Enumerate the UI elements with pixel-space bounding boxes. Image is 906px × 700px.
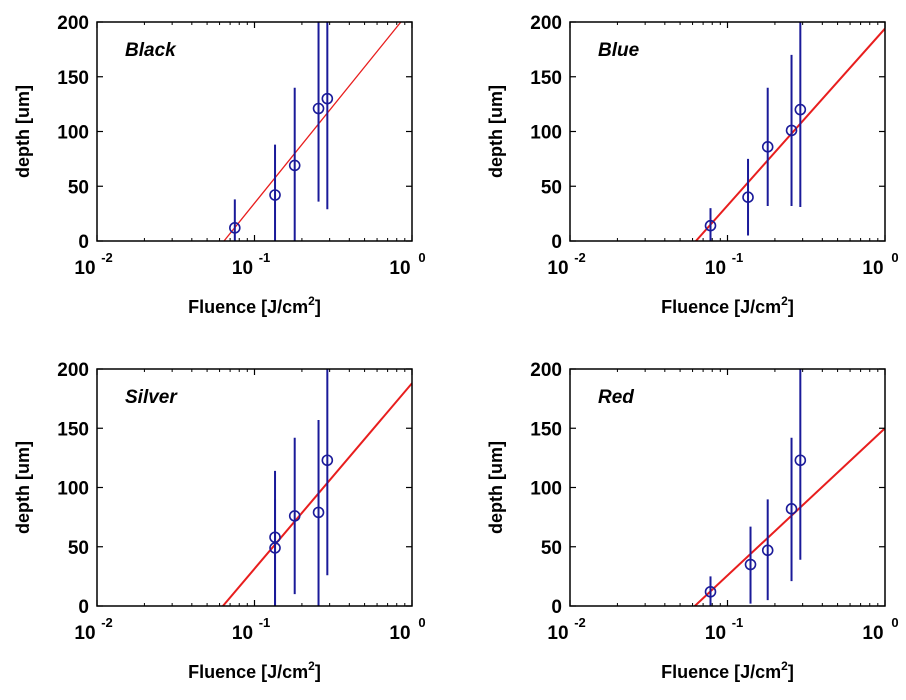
x-tick-exponent: -2: [574, 250, 586, 265]
data-point: [742, 191, 754, 203]
x-tick-label: 10: [862, 258, 883, 279]
y-tick-label: 100: [530, 123, 562, 144]
y-tick-label: 150: [530, 419, 562, 440]
data-point: [785, 124, 798, 137]
x-tick-exponent: -1: [732, 250, 744, 265]
fit-line: [694, 427, 885, 606]
data-point: [744, 558, 757, 571]
y-tick-label: 50: [541, 177, 562, 198]
data-point: [321, 92, 334, 105]
fit-line: [223, 22, 402, 241]
y-tick-label: 200: [530, 13, 562, 34]
y-tick-label: 0: [551, 232, 562, 253]
y-tick-label: 0: [78, 232, 89, 253]
data-point: [229, 222, 241, 234]
x-axis-label: Fluence [J/cm2]: [661, 659, 794, 682]
x-tick-label: 10: [389, 258, 410, 279]
x-tick-label: 10: [232, 258, 253, 279]
x-tick-exponent: -1: [732, 615, 744, 630]
x-tick-exponent: -2: [101, 615, 113, 630]
x-axis-label: Fluence [J/cm2]: [188, 294, 321, 317]
data-point: [288, 510, 301, 522]
data-point: [794, 103, 807, 116]
x-axis-label: Fluence [J/cm2]: [188, 659, 321, 682]
y-tick-label: 150: [57, 68, 89, 89]
panel-title: Red: [598, 387, 634, 408]
y-tick-label: 50: [541, 538, 562, 559]
y-tick-label: 0: [78, 597, 89, 618]
x-tick-label: 10: [705, 623, 726, 644]
x-tick-exponent: 0: [418, 250, 425, 265]
x-tick-label: 10: [547, 258, 568, 279]
data-point: [794, 454, 807, 467]
y-tick-label: 50: [68, 177, 89, 198]
data-point: [269, 189, 281, 201]
x-tick-label: 10: [74, 623, 95, 644]
y-tick-label: 100: [57, 123, 89, 144]
y-tick-label: 200: [57, 13, 89, 34]
x-tick-label: 10: [74, 258, 95, 279]
data-point: [704, 585, 717, 598]
x-tick-exponent: 0: [891, 250, 898, 265]
panel-title: Blue: [598, 40, 640, 61]
x-tick-label: 10: [862, 623, 883, 644]
data-point: [321, 454, 334, 467]
y-tick-label: 200: [57, 360, 89, 381]
x-tick-exponent: 0: [418, 615, 425, 630]
data-point: [269, 542, 281, 554]
y-axis-label: depth [um]: [486, 85, 506, 178]
y-tick-label: 0: [551, 597, 562, 618]
data-point: [704, 219, 717, 232]
data-point: [761, 141, 774, 153]
x-tick-exponent: -2: [101, 250, 113, 265]
x-axis-label: Fluence [J/cm2]: [661, 294, 794, 317]
panel-title: Silver: [125, 387, 178, 408]
data-point: [761, 544, 774, 557]
x-tick-label: 10: [389, 623, 410, 644]
y-axis-label: depth [um]: [13, 441, 33, 534]
data-point: [288, 159, 301, 172]
y-tick-label: 150: [530, 68, 562, 89]
y-axis-label: depth [um]: [13, 85, 33, 178]
x-tick-label: 10: [547, 623, 568, 644]
x-tick-exponent: -2: [574, 615, 586, 630]
y-tick-label: 100: [57, 479, 89, 500]
y-tick-label: 200: [530, 360, 562, 381]
x-tick-exponent: 0: [891, 615, 898, 630]
x-tick-exponent: -1: [259, 615, 271, 630]
x-tick-label: 10: [232, 623, 253, 644]
x-tick-exponent: -1: [259, 250, 271, 265]
y-tick-label: 50: [68, 538, 89, 559]
y-tick-label: 150: [57, 419, 89, 440]
panel-title: Black: [125, 40, 177, 61]
y-axis-label: depth [um]: [486, 441, 506, 534]
x-tick-label: 10: [705, 258, 726, 279]
data-point: [785, 503, 798, 515]
data-point: [312, 102, 325, 115]
data-point: [312, 506, 325, 519]
y-tick-label: 100: [530, 479, 562, 500]
fit-line: [222, 382, 412, 606]
